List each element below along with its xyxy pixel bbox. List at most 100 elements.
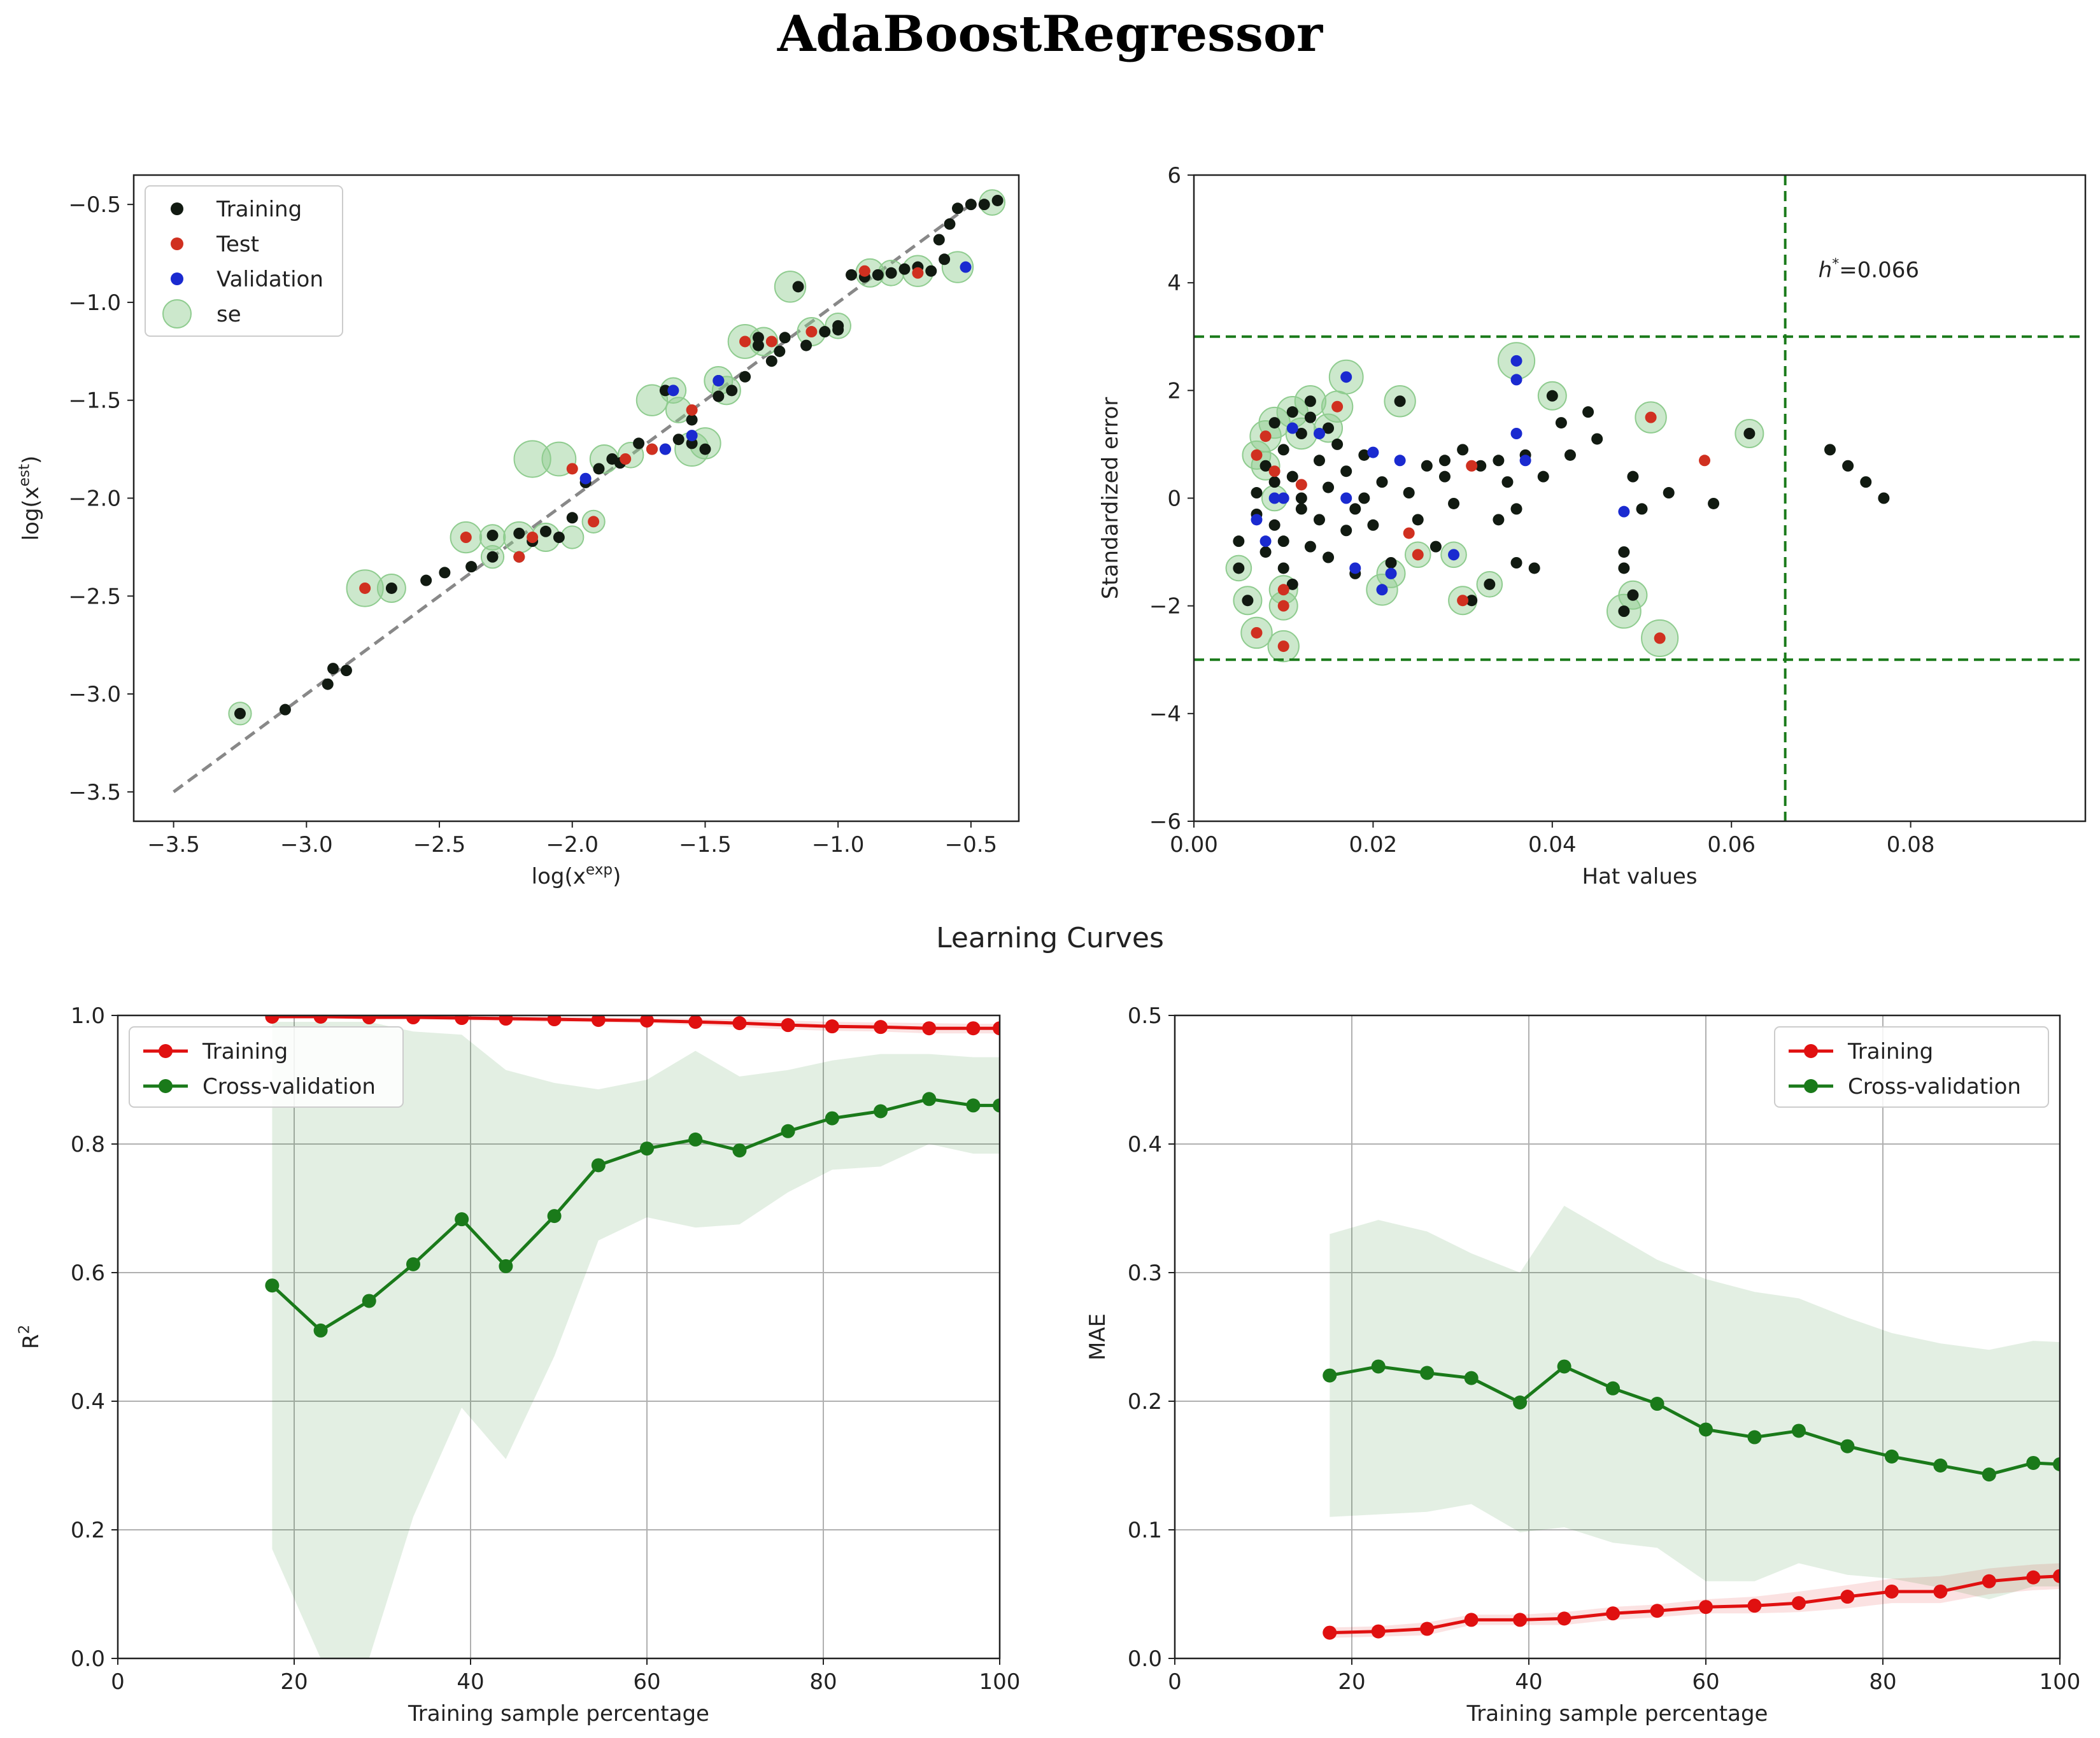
point-training bbox=[1513, 1613, 1528, 1627]
test-point bbox=[1277, 600, 1289, 612]
training-point bbox=[633, 437, 645, 449]
main-title: AdaBoostRegressor bbox=[777, 5, 1323, 63]
test-point bbox=[588, 516, 600, 528]
test-point bbox=[1403, 527, 1415, 539]
point-cross-validation bbox=[1323, 1368, 1337, 1383]
x-tick-label: 60 bbox=[633, 1669, 660, 1695]
point-cross-validation bbox=[781, 1124, 795, 1138]
training-point bbox=[846, 269, 858, 281]
y-axis-label: R2 bbox=[17, 1325, 44, 1349]
training-point bbox=[1484, 578, 1496, 590]
test-point bbox=[858, 265, 870, 277]
point-training bbox=[1982, 1574, 1996, 1588]
training-point bbox=[420, 574, 432, 586]
training-point bbox=[1448, 497, 1460, 509]
legend-se-label: se bbox=[216, 302, 241, 327]
validation-point bbox=[1618, 505, 1630, 518]
training-point bbox=[686, 437, 698, 449]
point-training bbox=[874, 1020, 888, 1035]
point-cross-validation bbox=[1699, 1422, 1713, 1437]
test-point bbox=[460, 532, 472, 544]
se-circle bbox=[513, 440, 551, 478]
point-training bbox=[640, 1015, 654, 1028]
training-point bbox=[1295, 428, 1307, 439]
training-point bbox=[1501, 476, 1514, 488]
williams-plot: h*=0.066 0.00 0.02 0.04 0.06 0.08 −6 −4 −2 0 2 4 6 Ha… bbox=[1098, 163, 2087, 889]
point-cross-validation bbox=[499, 1259, 513, 1273]
point-training bbox=[499, 1015, 513, 1026]
y-tick-label: −2.5 bbox=[68, 584, 121, 609]
point-training bbox=[313, 1015, 328, 1024]
training-point bbox=[1268, 476, 1281, 488]
point-cross-validation bbox=[732, 1143, 747, 1158]
legend-training-marker bbox=[171, 202, 183, 215]
training-point bbox=[1627, 589, 1639, 601]
validation-point bbox=[1268, 492, 1281, 504]
training-point bbox=[486, 551, 499, 563]
training-point bbox=[1438, 455, 1451, 467]
axes-frame bbox=[117, 1014, 1001, 1660]
training-point bbox=[1242, 595, 1254, 607]
x-tick-label: 0 bbox=[111, 1669, 125, 1695]
axes-frame bbox=[1174, 1014, 2061, 1660]
x-tick-label: 20 bbox=[1338, 1669, 1365, 1695]
x-tick-label: 0 bbox=[1168, 1669, 1182, 1695]
validation-point bbox=[713, 374, 725, 386]
test-point bbox=[686, 404, 698, 416]
training-point bbox=[686, 414, 698, 426]
training-point bbox=[1421, 460, 1433, 472]
validation-point bbox=[1385, 567, 1397, 579]
band-cross-validation bbox=[1330, 1206, 2060, 1600]
legend-training-marker bbox=[159, 1044, 173, 1058]
learning-curve-mae-plot: 0 20 40 60 80 100 0.0 0.1 0.2 0.3 0.4 0.5 Training s… bbox=[1085, 1003, 2080, 1727]
training-point bbox=[1618, 605, 1630, 618]
training-point bbox=[832, 323, 844, 336]
axes-frame bbox=[1193, 174, 2087, 823]
legend-box bbox=[1774, 1026, 2049, 1108]
training-point bbox=[713, 390, 725, 402]
se-circle bbox=[635, 384, 669, 416]
training-point bbox=[939, 253, 951, 265]
x-tick-label: 0.00 bbox=[1170, 832, 1218, 858]
point-cross-validation bbox=[1884, 1449, 1899, 1464]
training-point bbox=[1286, 470, 1298, 483]
training-point bbox=[606, 453, 618, 465]
h-star-annotation: h*=0.066 bbox=[1819, 257, 1919, 283]
x-axis-label: log(xexp) bbox=[532, 862, 621, 889]
point-cross-validation bbox=[406, 1257, 420, 1271]
point-cross-validation bbox=[688, 1132, 703, 1147]
training-point bbox=[965, 199, 977, 211]
x-tick-label: 60 bbox=[1692, 1669, 1719, 1695]
training-point bbox=[1546, 390, 1558, 402]
training-point bbox=[327, 663, 339, 675]
training-point bbox=[1528, 562, 1540, 574]
training-point bbox=[925, 265, 937, 277]
y-tick-label: 6 bbox=[1167, 163, 1181, 188]
training-point bbox=[1259, 546, 1272, 558]
y-tick-label: 0.4 bbox=[71, 1389, 105, 1415]
point-cross-validation bbox=[874, 1104, 888, 1119]
point-cross-validation bbox=[1513, 1395, 1528, 1410]
training-point bbox=[234, 707, 246, 719]
legend-validation-marker bbox=[171, 272, 183, 285]
y-tick-label: 4 bbox=[1167, 271, 1181, 296]
test-point bbox=[620, 453, 632, 465]
point-cross-validation bbox=[1933, 1459, 1948, 1473]
point-training bbox=[993, 1021, 1000, 1036]
test-point bbox=[912, 267, 924, 279]
legend-box bbox=[145, 185, 343, 337]
identity-line bbox=[173, 203, 972, 793]
se-circle bbox=[774, 271, 807, 303]
training-point bbox=[1340, 465, 1352, 477]
point-training bbox=[732, 1016, 747, 1031]
x-tick-label: −2.0 bbox=[546, 832, 599, 858]
point-cross-validation bbox=[362, 1294, 376, 1308]
test-point bbox=[1331, 400, 1344, 413]
training-point bbox=[1304, 411, 1316, 423]
training-point bbox=[1878, 492, 1890, 504]
training-point bbox=[1286, 578, 1298, 590]
point-training bbox=[1699, 1600, 1713, 1614]
validation-point bbox=[1394, 455, 1406, 467]
validation-point bbox=[1259, 535, 1272, 548]
legend: Training Cross-validation bbox=[129, 1026, 404, 1108]
